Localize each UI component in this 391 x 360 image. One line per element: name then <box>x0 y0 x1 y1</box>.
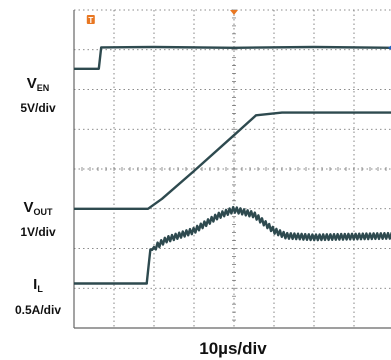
trace-ven <box>74 45 391 70</box>
channel-reference-icon <box>388 45 391 50</box>
scope-grid <box>73 9 391 329</box>
scope-traces <box>74 45 391 285</box>
trigger-marker-label: T <box>88 16 93 25</box>
channel-name-ven: VEN <box>27 75 50 93</box>
timebase-label: 10µs/div <box>199 339 267 358</box>
scope-markers: T <box>86 10 391 50</box>
channel-scale-ven: 5V/div <box>20 101 56 115</box>
channel-scale-vout: 1V/div <box>20 225 56 239</box>
channel-name-vout: VOUT <box>23 199 53 217</box>
channel-name-il: IL <box>33 276 43 294</box>
trace-il <box>74 205 391 285</box>
trigger-marker-icon <box>86 15 95 24</box>
channel-labels: VEN 5V/div VOUT 1V/div IL 0.5A/div <box>15 75 61 317</box>
trace-vout <box>74 111 391 210</box>
trigger-position-icon <box>230 10 238 15</box>
channel-scale-il: 0.5A/div <box>15 303 61 317</box>
